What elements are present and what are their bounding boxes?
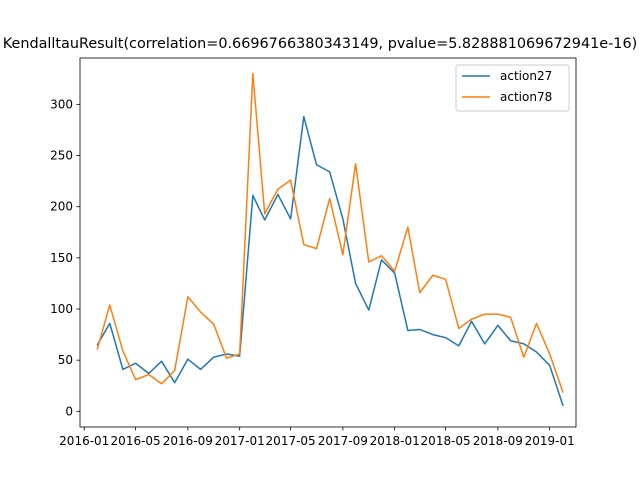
chart-title: KendalltauResult(correlation=0.669676638… xyxy=(3,36,638,52)
x-tick-label: 2016-01 xyxy=(59,434,109,448)
x-tick-label: 2018-05 xyxy=(421,434,471,448)
x-tick-label: 2016-05 xyxy=(111,434,161,448)
y-tick-label: 250 xyxy=(50,149,73,163)
y-tick-label: 200 xyxy=(50,200,73,214)
x-tick-label: 2016-09 xyxy=(163,434,213,448)
legend-label-action78: action78 xyxy=(500,90,552,104)
series-line-action27 xyxy=(96,115,564,407)
y-tick-label: 0 xyxy=(65,404,73,418)
y-tick-label: 100 xyxy=(50,302,73,316)
y-tick-label: 150 xyxy=(50,251,73,265)
x-tick-label: 2019-01 xyxy=(525,434,575,448)
x-tick-label: 2017-01 xyxy=(215,434,265,448)
x-tick-label: 2017-05 xyxy=(266,434,316,448)
axes-frame xyxy=(79,57,577,428)
y-tick-label: 50 xyxy=(58,353,73,367)
x-tick-label: 2018-01 xyxy=(370,434,420,448)
x-tick-label: 2017-09 xyxy=(318,434,368,448)
y-tick-label: 300 xyxy=(50,97,73,111)
x-tick-label: 2018-09 xyxy=(473,434,523,448)
legend-label-action27: action27 xyxy=(500,69,552,83)
series-line-action78 xyxy=(96,72,564,393)
